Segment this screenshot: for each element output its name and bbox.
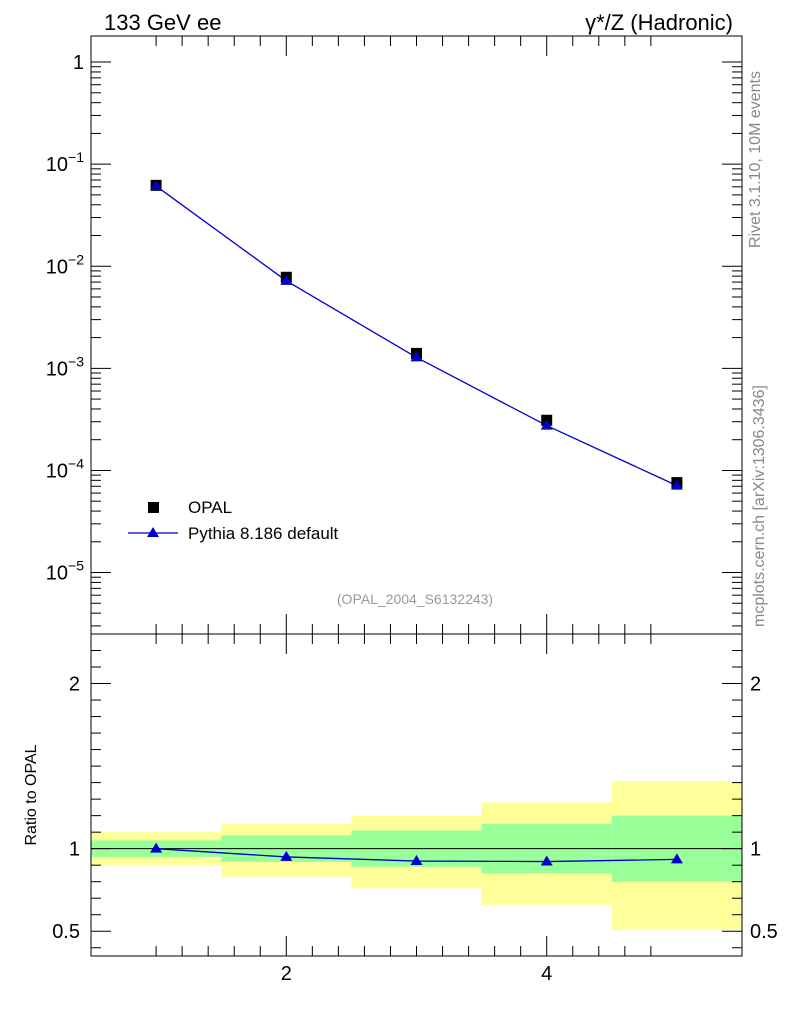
legend-data-marker <box>148 502 159 513</box>
x-tick-label: 4 <box>541 963 552 985</box>
ratio-y-tick-label-right: 2 <box>750 674 761 696</box>
legend-mc-label: Pythia 8.186 default <box>188 524 339 543</box>
main-ticks <box>91 36 742 634</box>
main-y-tick-label: 10−3 <box>46 353 84 380</box>
legend-data-label: OPAL <box>188 498 232 517</box>
main-y-tick-labels: 1 10−1 10−2 10−3 10−4 10−5 <box>46 52 84 584</box>
analysis-id: (OPAL_2004_S6132243) <box>337 591 493 607</box>
legend-mc-marker <box>147 527 159 537</box>
legend: OPAL Pythia 8.186 default <box>128 498 339 543</box>
ratio-mc-point <box>150 842 163 853</box>
mc-point <box>410 351 423 362</box>
mc-point <box>280 274 293 285</box>
ratio-tick-labels: 0.5 0.5 1 1 2 2 2 4 <box>52 674 778 985</box>
ratio-mc-point <box>670 853 683 864</box>
ratio-y-tick-label-left: 2 <box>69 674 80 696</box>
mcplots-label: mcplots.cern.ch [arXiv:1306.3436] <box>751 385 768 627</box>
ratio-y-tick-label-left: 1 <box>69 839 80 861</box>
mc-point <box>540 419 553 430</box>
ratio-y-tick-label-left: 0.5 <box>52 921 80 943</box>
ratio-y-tick-label-right: 0.5 <box>750 921 778 943</box>
ratio-mc-point <box>280 850 293 861</box>
mc-point <box>670 479 683 490</box>
mc-curve <box>155 185 678 487</box>
ratio-y-tick-label-right: 1 <box>750 839 761 861</box>
ratio-mc-point <box>540 855 553 866</box>
main-y-tick-label: 10−4 <box>46 455 84 482</box>
rivet-label: Rivet 3.1.10, 10M events <box>747 71 764 248</box>
ratio-mc-point <box>410 855 423 866</box>
process-title: γ*/Z (Hadronic) <box>585 10 733 35</box>
x-tick-label: 2 <box>281 963 292 985</box>
mc-point <box>150 180 163 191</box>
main-y-tick-label: 1 <box>73 52 84 74</box>
main-frame <box>90 35 743 635</box>
energy-title: 133 GeV ee <box>104 10 221 35</box>
ratio-series <box>150 842 683 866</box>
main-series <box>150 179 683 490</box>
main-y-tick-label: 10−2 <box>46 251 84 278</box>
main-panel: 1 10−1 10−2 10−3 10−4 10−5 (OPAL_2004_S613224… <box>46 35 743 635</box>
ratio-y-axis-label: Ratio to OPAL <box>23 744 40 845</box>
ratio-panel: 0.5 0.5 1 1 2 2 2 4 Ratio to OPAL <box>23 633 778 985</box>
main-y-tick-label: 10−1 <box>46 149 84 176</box>
main-y-tick-label: 10−5 <box>46 558 84 585</box>
ratio-ticks <box>91 634 742 956</box>
